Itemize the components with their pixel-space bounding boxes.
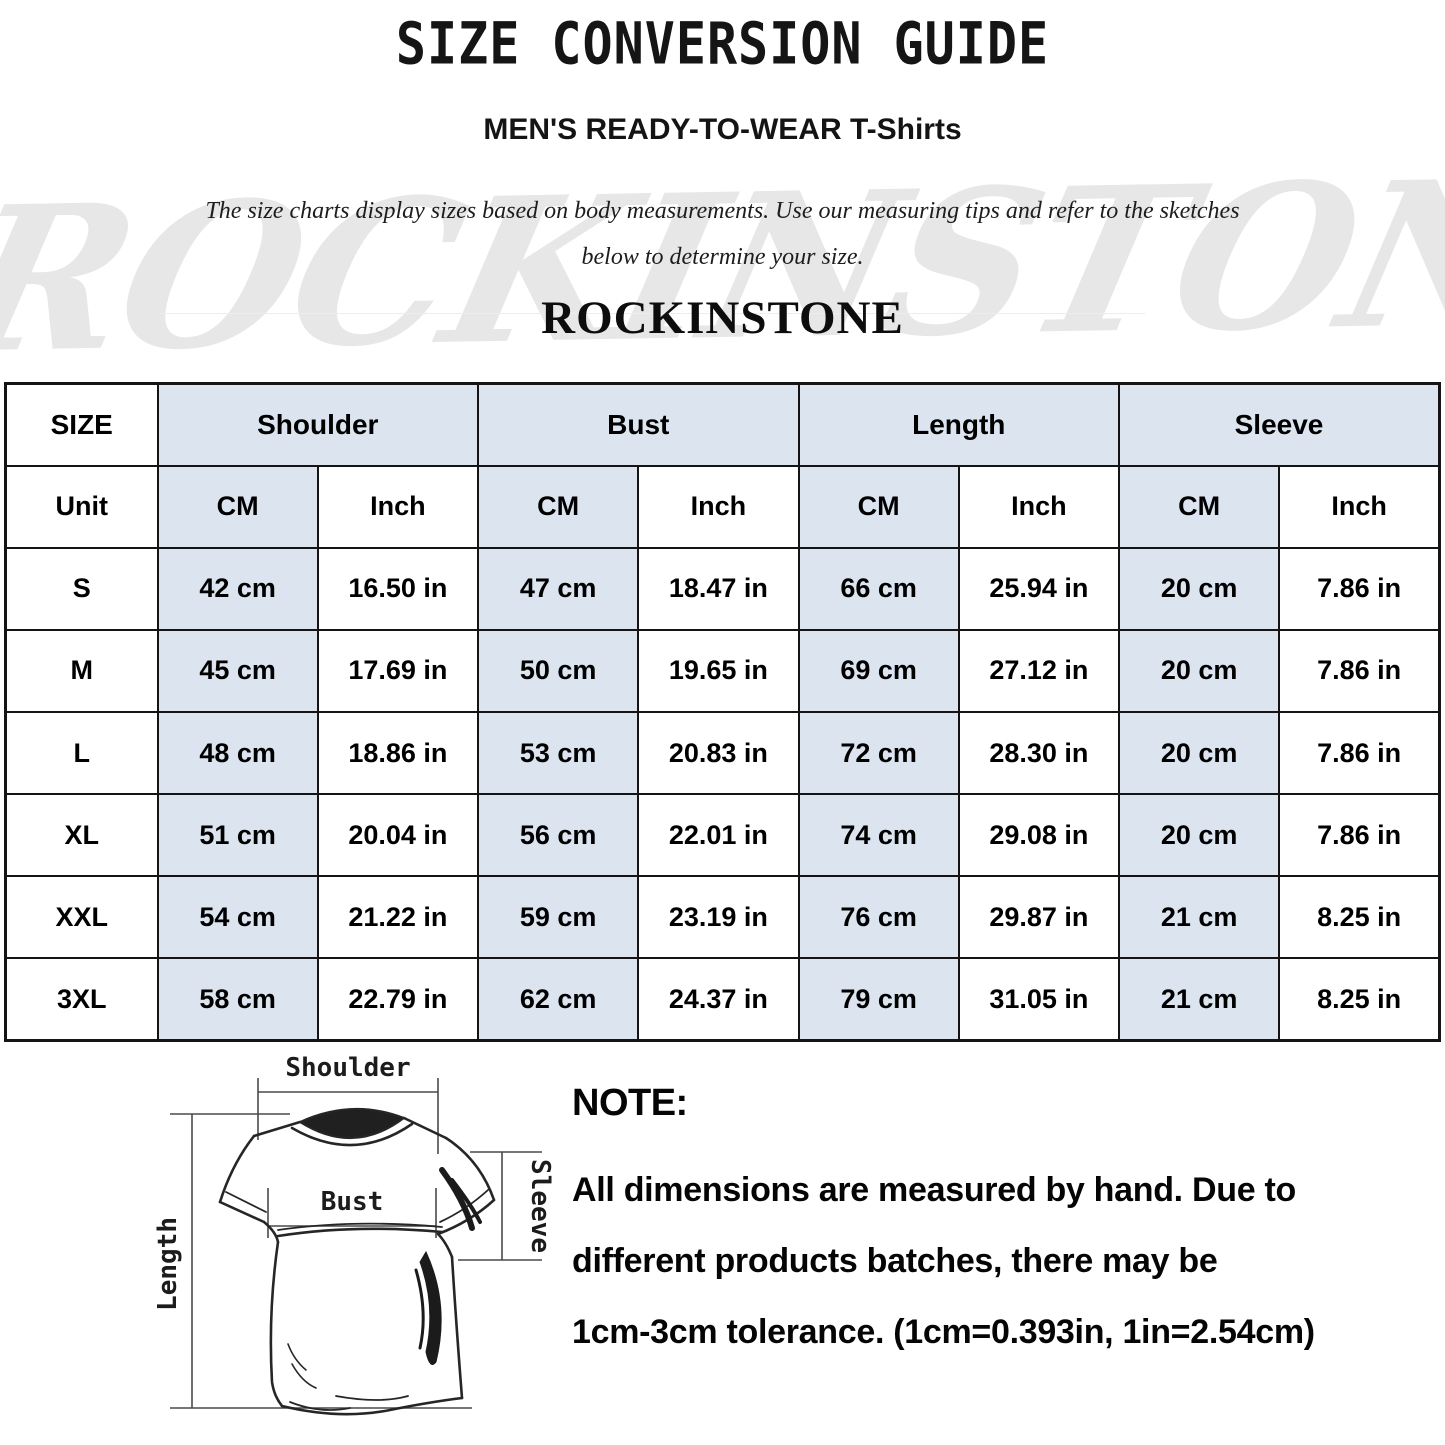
size-column-header: SIZE (4, 382, 159, 467)
description-text: The size charts display sizes based on b… (0, 188, 1445, 280)
divider-line (160, 313, 1145, 314)
size-label: 3XL (4, 957, 159, 1042)
unit-cell: CM (476, 464, 640, 549)
brand-name: ROCKINSTONE (541, 292, 904, 344)
measurement-cell: 20 cm (1117, 546, 1281, 631)
measurement-cell: 51 cm (156, 793, 319, 878)
measurement-cell: 7.86 in (1278, 628, 1441, 714)
description-line-1: The size charts display sizes based on b… (205, 198, 1240, 224)
measurement-cell: 7.86 in (1278, 710, 1441, 796)
measurement-cell: 23.19 in (637, 875, 800, 960)
measurement-cell: 20.04 in (316, 793, 480, 878)
unit-cell: Inch (1278, 464, 1441, 549)
table-row: XL 51 cm 20.04 in 56 cm 22.01 in 74 cm 29.08 i… (4, 793, 1441, 878)
measurement-cell: 18.47 in (637, 546, 800, 631)
measurement-cell: 58 cm (156, 957, 319, 1042)
table-row: 3XL 58 cm 22.79 in 62 cm 24.37 in 79 cm 31.05 … (4, 957, 1441, 1042)
measurement-cell: 59 cm (476, 875, 640, 960)
measurement-cell: 24.37 in (637, 957, 800, 1042)
table-row: S 42 cm 16.50 in 47 cm 18.47 in 66 cm 25.94 in… (4, 546, 1441, 631)
measurement-cell: 18.86 in (316, 710, 480, 796)
measurement-cell: 29.08 in (957, 793, 1121, 878)
diagram-sleeve-label: Sleeve (525, 1159, 555, 1253)
unit-cell: CM (797, 464, 960, 549)
measurement-cell: 50 cm (476, 628, 640, 714)
diagram-shoulder-label: Shoulder (285, 1053, 410, 1083)
measurement-cell: 21.22 in (316, 875, 480, 960)
measurement-cell: 72 cm (797, 710, 960, 796)
measurement-cell: 20 cm (1117, 628, 1281, 714)
group-header-length: Length (797, 382, 1120, 467)
tshirt-measurement-diagram: Shoulder Bust Length Sleeve (153, 1053, 555, 1416)
diagram-bust-label: Bust (321, 1187, 384, 1217)
measurement-cell: 17.69 in (316, 628, 480, 714)
measurement-cell: 16.50 in (316, 546, 480, 631)
measurement-cell: 48 cm (156, 710, 319, 796)
diagram-length-label: Length (153, 1217, 183, 1311)
measurement-cell: 25.94 in (957, 546, 1121, 631)
table-group-header-row: SIZE Shoulder Bust Length Sleeve (4, 382, 1441, 467)
table-row: L 48 cm 18.86 in 53 cm 20.83 in 72 cm 28.30 in… (4, 710, 1441, 796)
measurement-cell: 53 cm (476, 710, 640, 796)
measurement-cell: 22.01 in (637, 793, 800, 878)
measurement-cell: 45 cm (156, 628, 319, 714)
measurement-cell: 21 cm (1117, 957, 1281, 1042)
size-label: XL (4, 793, 159, 878)
measurement-cell: 7.86 in (1278, 546, 1441, 631)
measurement-cell: 79 cm (797, 957, 960, 1042)
size-label: S (4, 546, 159, 631)
measurement-cell: 19.65 in (637, 628, 800, 714)
table-row: XXL 54 cm 21.22 in 59 cm 23.19 in 76 cm 29.87 … (4, 875, 1441, 960)
measurement-cell: 29.87 in (957, 875, 1121, 960)
page-title: SIZE CONVERSION GUIDE (395, 10, 1050, 78)
measurement-cell: 69 cm (797, 628, 960, 714)
measurement-cell: 8.25 in (1278, 957, 1441, 1042)
measurement-cell: 20 cm (1117, 710, 1281, 796)
measurement-cell: 7.86 in (1278, 793, 1441, 878)
table-unit-row: Unit CM Inch CM Inch CM Inch CM Inch (4, 464, 1441, 549)
measurement-cell: 74 cm (797, 793, 960, 878)
note-section: NOTE: All dimensions are measured by han… (572, 1082, 1402, 1368)
measurement-cell: 27.12 in (957, 628, 1121, 714)
dimension-lines (170, 1078, 542, 1409)
page-subtitle: MEN'S READY-TO-WEAR T-Shirts (483, 113, 962, 146)
size-table-body: SIZE Shoulder Bust Length Sleeve Unit CM… (4, 382, 1441, 1042)
table-row: M 45 cm 17.69 in 50 cm 19.65 in 69 cm 27.12 in… (4, 628, 1441, 714)
measurement-cell: 20 cm (1117, 793, 1281, 878)
note-line-1: All dimensions are measured by hand. Due… (572, 1171, 1296, 1209)
group-header-bust: Bust (477, 382, 800, 467)
unit-row-label: Unit (4, 464, 159, 549)
size-table: SIZE Shoulder Bust Length Sleeve Unit CM… (4, 382, 1441, 1042)
measurement-cell: 76 cm (797, 875, 960, 960)
measurement-cell: 20.83 in (637, 710, 800, 796)
measurement-cell: 54 cm (156, 875, 319, 960)
unit-cell: CM (156, 464, 319, 549)
unit-cell: CM (1117, 464, 1281, 549)
measurement-cell: 8.25 in (1278, 875, 1441, 960)
tshirt-shading (414, 1167, 482, 1365)
measurement-cell: 66 cm (797, 546, 960, 631)
measurement-cell: 56 cm (476, 793, 640, 878)
unit-cell: Inch (316, 464, 480, 549)
unit-cell: Inch (637, 464, 800, 549)
note-heading: NOTE: (572, 1082, 688, 1124)
measurement-cell: 21 cm (1117, 875, 1281, 960)
group-header-sleeve: Sleeve (1118, 382, 1441, 467)
measurement-cell: 22.79 in (316, 957, 480, 1042)
measurement-cell: 42 cm (156, 546, 319, 631)
measurement-cell: 47 cm (476, 546, 640, 631)
size-label: M (4, 628, 159, 714)
measurement-cell: 62 cm (476, 957, 640, 1042)
description-line-2: below to determine your size. (581, 244, 864, 270)
note-line-2: different products batches, there may be (572, 1242, 1218, 1280)
tshirt-outline (218, 1107, 496, 1416)
unit-cell: Inch (957, 464, 1121, 549)
size-label: XXL (4, 875, 159, 960)
measurement-cell: 31.05 in (957, 957, 1121, 1042)
measurement-cell: 28.30 in (957, 710, 1121, 796)
note-line-3: 1cm-3cm tolerance. (1cm=0.393in, 1in=2.5… (572, 1313, 1315, 1351)
size-label: L (4, 710, 159, 796)
group-header-shoulder: Shoulder (156, 382, 479, 467)
